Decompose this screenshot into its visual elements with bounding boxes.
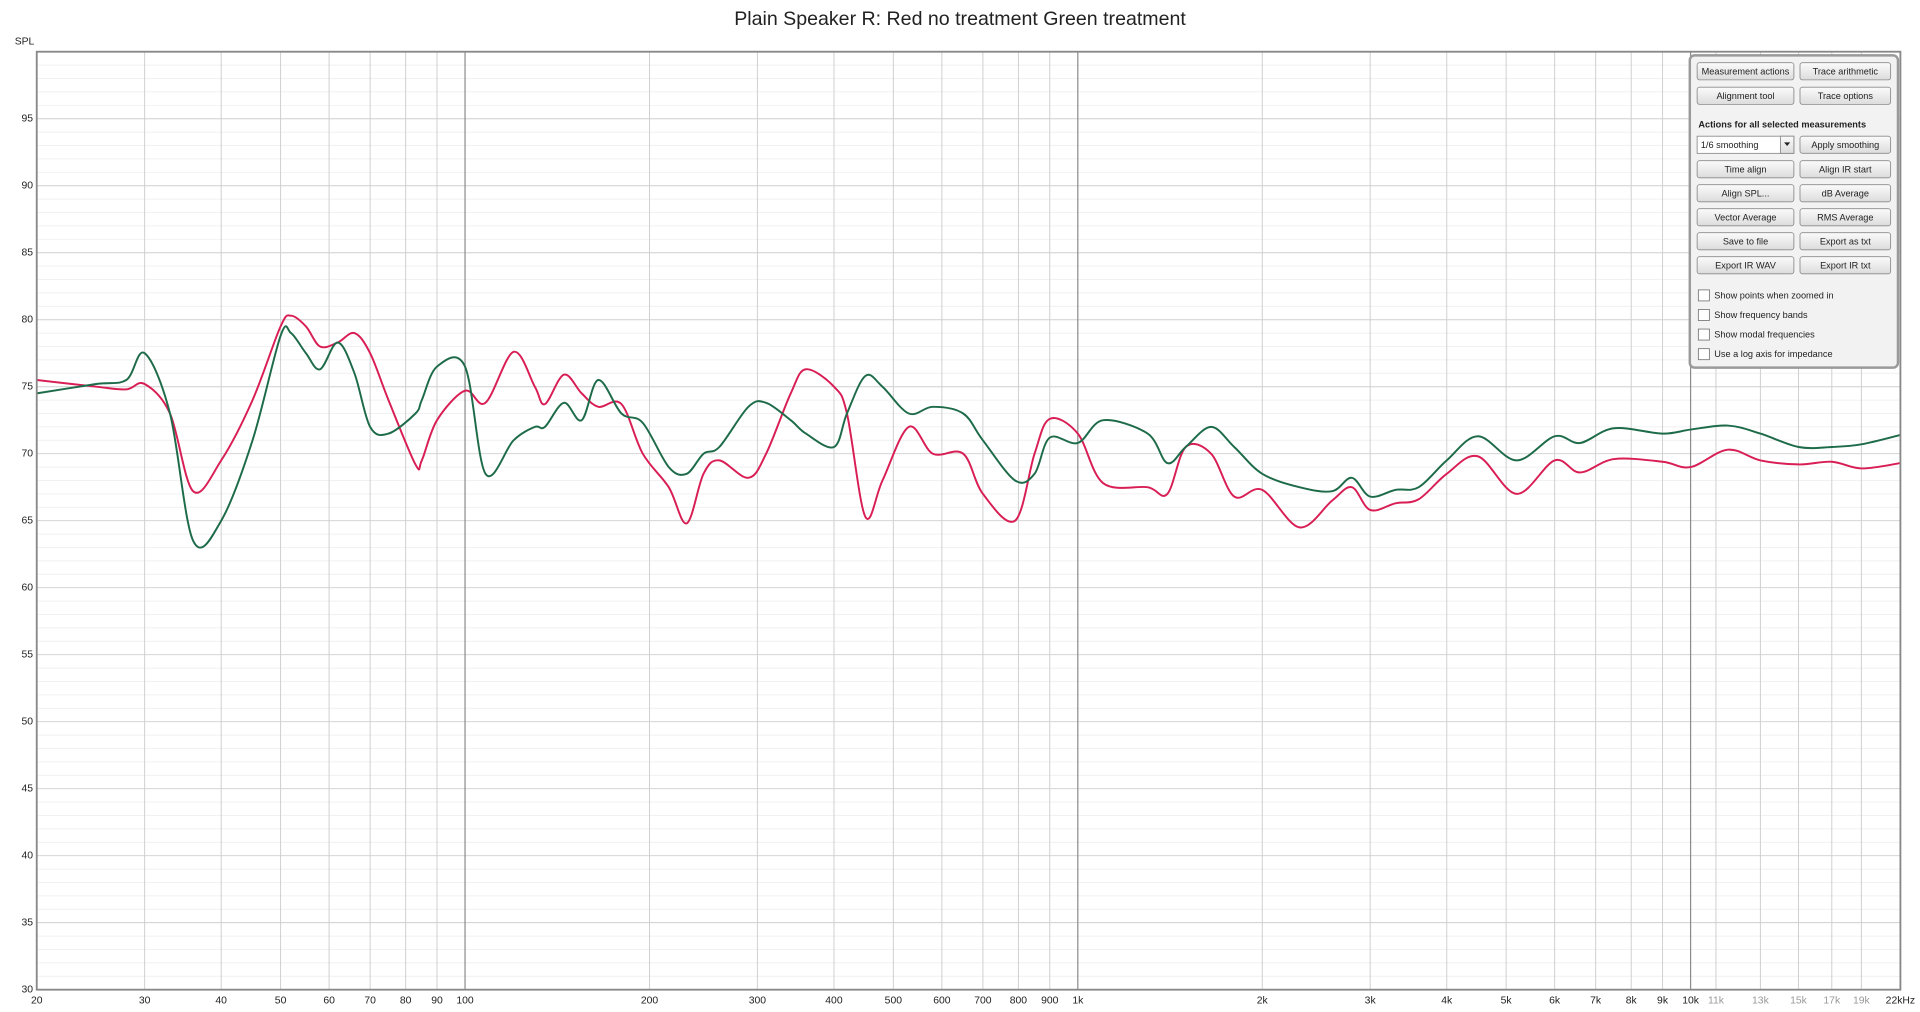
- checkbox-label[interactable]: Show frequency bands: [1714, 310, 1808, 320]
- button[interactable]: [1799, 232, 1892, 251]
- y-tick-label: 40: [21, 850, 33, 861]
- x-tick-label: 600: [933, 995, 951, 1006]
- button-label[interactable]: Export IR txt: [1820, 260, 1871, 270]
- checkbox[interactable]: [1697, 309, 1710, 321]
- button[interactable]: [1799, 208, 1892, 227]
- button-label[interactable]: Save to file: [1723, 236, 1768, 246]
- y-tick-label: 80: [21, 314, 33, 325]
- x-tick-label: 50: [275, 995, 287, 1006]
- button-label[interactable]: Trace arithmetic: [1813, 66, 1879, 76]
- x-tick-label: 3k: [1365, 995, 1377, 1006]
- button[interactable]: [1696, 160, 1795, 179]
- x-tick-label: 40: [215, 995, 227, 1006]
- checkbox-label[interactable]: Show points when zoomed in: [1714, 290, 1833, 300]
- checkbox[interactable]: [1697, 328, 1710, 341]
- y-tick-label: 85: [21, 247, 33, 258]
- checkbox[interactable]: [1697, 289, 1710, 302]
- checkbox-label[interactable]: Show modal frequencies: [1714, 330, 1815, 340]
- x-tick-label: 8k: [1626, 995, 1638, 1006]
- button-label[interactable]: Time align: [1725, 164, 1767, 174]
- y-tick-label: 30: [21, 984, 33, 995]
- x-tick-label: 10k: [1682, 995, 1700, 1006]
- dropdown-value[interactable]: 1/6 smoothing: [1701, 140, 1759, 150]
- y-tick-label: 70: [21, 448, 33, 459]
- lines: [36, 314, 1901, 549]
- y-tick-label: 95: [21, 113, 33, 124]
- x-tick-label: 700: [974, 995, 992, 1006]
- y-tick-label: 65: [21, 515, 33, 526]
- y-tick-label: 90: [21, 180, 33, 191]
- button-label[interactable]: Apply smoothing: [1811, 140, 1879, 150]
- y-tick-label: 55: [21, 649, 33, 660]
- button[interactable]: [1799, 62, 1892, 81]
- y-tick-label: 45: [21, 783, 33, 794]
- grid: [36, 51, 1901, 991]
- button[interactable]: [1696, 256, 1795, 275]
- x-tick-label: 4k: [1441, 995, 1453, 1006]
- x-tick-label: 100: [456, 995, 474, 1006]
- x-tick-label: 17k: [1823, 995, 1841, 1006]
- x-tick-label: 11k: [1708, 995, 1725, 1006]
- series-line: [36, 325, 1901, 549]
- y-tick-label: 60: [21, 582, 33, 593]
- button[interactable]: [1799, 160, 1892, 179]
- button[interactable]: [1799, 184, 1892, 203]
- button[interactable]: [1696, 232, 1795, 251]
- button[interactable]: [1696, 62, 1795, 81]
- panel-heading: Actions for all selected measurements: [1698, 120, 1866, 130]
- x-tick-label: 800: [1010, 995, 1028, 1006]
- x-tick-label: 400: [825, 995, 843, 1006]
- x-tick-label: 19k: [1853, 995, 1871, 1006]
- button-label[interactable]: RMS Average: [1817, 212, 1873, 222]
- x-tick-label: 200: [641, 995, 659, 1006]
- x-tick-label: 30: [139, 995, 151, 1006]
- x-tick-label: 2k: [1257, 995, 1269, 1006]
- button-label[interactable]: dB Average: [1822, 188, 1869, 198]
- y-tick-label: 50: [21, 716, 33, 727]
- x-tick-label: 15k: [1790, 995, 1808, 1006]
- button-label[interactable]: Align SPL...: [1722, 188, 1770, 198]
- button-label[interactable]: Export as txt: [1820, 236, 1871, 246]
- x-tick-label: 9k: [1657, 995, 1669, 1006]
- button[interactable]: [1799, 256, 1892, 275]
- plot-frame: [35, 50, 1902, 991]
- series-line: [36, 314, 1901, 529]
- y-tick-label: 75: [21, 381, 33, 392]
- x-tick-label: 900: [1041, 995, 1059, 1006]
- x-tick-label: 500: [885, 995, 903, 1006]
- x-tick-label: 70: [364, 995, 376, 1006]
- button[interactable]: [1696, 208, 1795, 227]
- button-label[interactable]: Align IR start: [1819, 164, 1872, 174]
- checkbox-label[interactable]: Use a log axis for impedance: [1714, 349, 1832, 359]
- x-tick-label: 22kHz: [1886, 995, 1915, 1006]
- dropdown-arrow: [1784, 142, 1791, 146]
- x-tick-label: 80: [400, 995, 412, 1006]
- button[interactable]: [1799, 135, 1892, 154]
- x-tick-label: 6k: [1549, 995, 1561, 1006]
- button-label[interactable]: Vector Average: [1714, 212, 1776, 222]
- checkbox[interactable]: [1697, 348, 1710, 361]
- y-axis-label: SPL: [15, 37, 35, 48]
- button-label[interactable]: Trace options: [1818, 91, 1874, 101]
- x-tick-label: 13k: [1752, 995, 1770, 1006]
- button[interactable]: [1696, 184, 1795, 203]
- y-tick-label: 35: [21, 917, 33, 928]
- x-tick-label: 90: [431, 995, 443, 1006]
- button-label[interactable]: Export IR WAV: [1715, 260, 1777, 270]
- button-label[interactable]: Alignment tool: [1716, 91, 1774, 101]
- chart-title: Plain Speaker R: Red no treatment Green …: [734, 8, 1186, 30]
- button[interactable]: [1799, 86, 1892, 105]
- button-label[interactable]: Measurement actions: [1702, 66, 1790, 76]
- x-tick-label: 20: [31, 995, 43, 1006]
- x-tick-label: 5k: [1501, 995, 1513, 1006]
- control-panel: Measurement actions Trace arithmetic Align…: [1688, 54, 1900, 369]
- x-tick-label: 60: [323, 995, 335, 1006]
- x-tick-label: 300: [749, 995, 767, 1006]
- x-tick-label: 7k: [1590, 995, 1602, 1006]
- button[interactable]: [1696, 86, 1795, 105]
- x-tick-label: 1k: [1072, 995, 1084, 1006]
